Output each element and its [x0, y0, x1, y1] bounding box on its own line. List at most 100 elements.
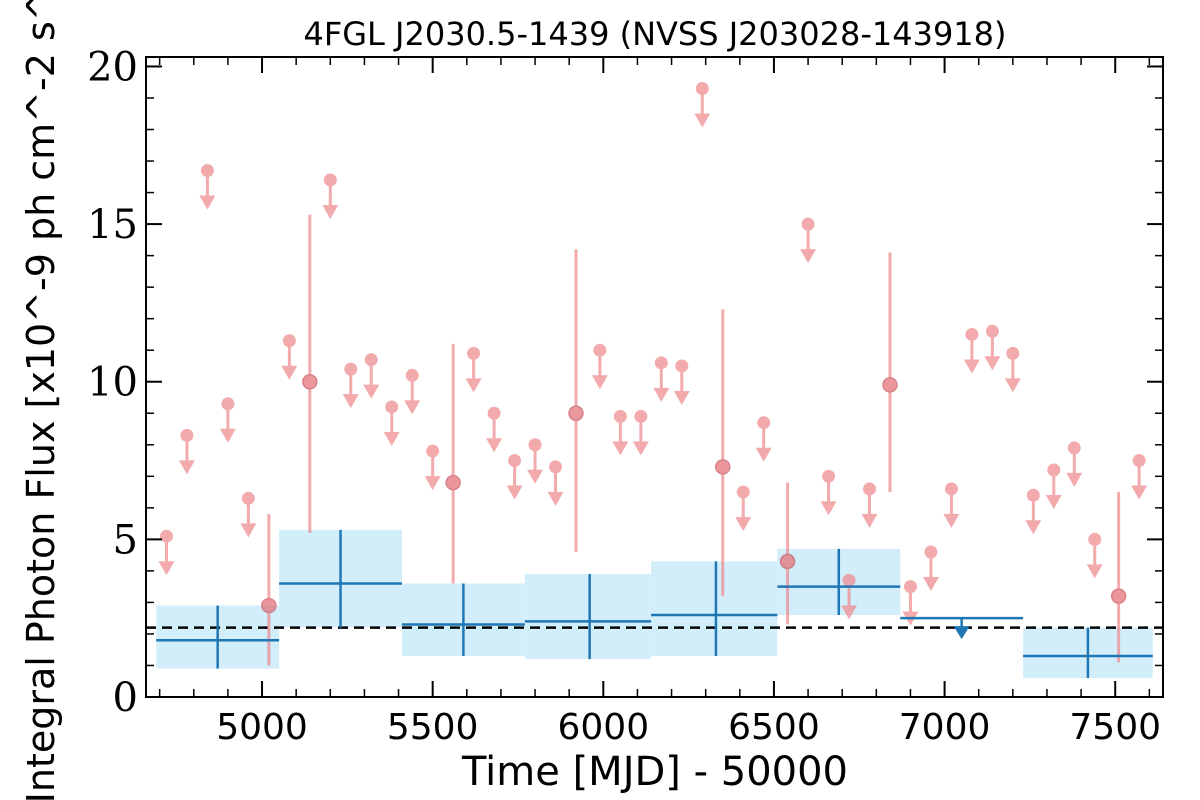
detection-marker	[569, 406, 583, 420]
upper-limit-marker	[863, 482, 876, 495]
short-bin-upper-limit-0	[158, 530, 174, 576]
upper-limit-arrowhead	[923, 577, 939, 591]
upper-limit-arrowhead	[964, 359, 980, 373]
short-bin-upper-limit-24	[756, 416, 772, 462]
upper-limit-marker	[221, 397, 234, 410]
upper-limit-arrowhead	[220, 429, 236, 443]
upper-limit-marker	[201, 164, 214, 177]
short-bin-upper-limit-20	[653, 356, 669, 402]
detection-marker	[716, 460, 730, 474]
upper-limit-arrowhead	[281, 366, 297, 380]
light-curve-chart: 4FGL J2030.5-1439 (NVSS J203028-143918) …	[0, 0, 1200, 800]
upper-limit-marker	[593, 344, 606, 357]
long-bin-limit-arrowhead	[954, 626, 970, 639]
y-tick-label: 0	[113, 675, 138, 721]
short-bin-upper-limit-2	[199, 164, 215, 210]
short-bin-upper-limit-11	[425, 445, 441, 491]
upper-limit-marker	[655, 356, 668, 369]
upper-limit-marker	[508, 454, 521, 467]
upper-limit-marker	[365, 353, 378, 366]
detection-marker	[262, 599, 276, 613]
upper-limit-marker	[180, 429, 193, 442]
short-bin-detection-2	[446, 344, 460, 584]
short-bin-upper-limit-14	[507, 454, 523, 500]
short-bin-upper-limit-33	[984, 325, 1000, 371]
upper-limit-arrowhead	[240, 523, 256, 537]
long-bin-band-4	[651, 561, 777, 656]
short-bin-upper-limit-19	[633, 410, 649, 456]
upper-limit-marker	[675, 359, 688, 372]
upper-limit-marker	[1133, 454, 1146, 467]
short-bin-upper-limit-15	[527, 438, 543, 484]
detection-marker	[303, 375, 317, 389]
short-bin-upper-limit-12	[466, 347, 482, 393]
short-bin-upper-limit-22	[694, 82, 710, 128]
x-tick-label: 5500	[387, 707, 479, 748]
detection-marker	[1112, 589, 1126, 603]
short-bin-upper-limit-30	[923, 545, 939, 591]
upper-limit-marker	[757, 416, 770, 429]
upper-limit-marker	[406, 369, 419, 382]
upper-limit-arrowhead	[1025, 520, 1041, 534]
y-tick-label: 15	[87, 202, 138, 248]
upper-limit-arrowhead	[694, 114, 710, 128]
upper-limit-marker	[385, 400, 398, 413]
upper-limit-arrowhead	[592, 375, 608, 389]
upper-limit-arrowhead	[548, 492, 564, 506]
upper-limit-arrowhead	[1131, 486, 1147, 500]
short-bin-upper-limit-7	[343, 363, 359, 409]
short-bin-upper-limit-34	[1005, 347, 1021, 393]
upper-limit-marker	[324, 173, 337, 186]
short-bin-upper-limit-4	[240, 492, 256, 538]
upper-limit-arrowhead	[612, 441, 628, 455]
short-bin-upper-limit-35	[1025, 489, 1041, 535]
short-bin-detection-4	[716, 309, 730, 596]
detection-marker	[883, 378, 897, 392]
x-tick-label: 7500	[1069, 707, 1161, 748]
upper-limit-marker	[904, 580, 917, 593]
upper-limit-marker	[426, 445, 439, 458]
short-bin-upper-limit-26	[821, 470, 837, 516]
upper-limit-arrowhead	[943, 514, 959, 528]
y-tick-label: 10	[87, 360, 138, 406]
upper-limit-arrowhead	[821, 501, 837, 515]
short-bin-detection-1	[303, 215, 317, 533]
upper-limit-arrowhead	[486, 438, 502, 452]
upper-limit-arrowhead	[1066, 473, 1082, 487]
upper-limit-marker	[283, 334, 296, 347]
x-tick-label: 7000	[899, 707, 991, 748]
upper-limit-marker	[1047, 464, 1060, 477]
short-bin-upper-limit-18	[612, 410, 628, 456]
upper-limit-marker	[634, 410, 647, 423]
x-tick-label: 6000	[557, 707, 649, 748]
upper-limit-arrowhead	[343, 394, 359, 408]
short-bin-upper-limit-37	[1066, 441, 1082, 487]
y-tick-label: 5	[113, 517, 138, 563]
x-tick-label: 5000	[216, 707, 308, 748]
upper-limit-marker	[549, 460, 562, 473]
detection-marker	[446, 476, 460, 490]
upper-limit-marker	[696, 82, 709, 95]
upper-limit-arrowhead	[507, 486, 523, 500]
short-bin-upper-limit-21	[674, 359, 690, 405]
short-bin-upper-limit-25	[800, 218, 816, 264]
upper-limit-marker	[1006, 347, 1019, 360]
short-bin-upper-limit-1	[179, 429, 195, 475]
upper-limit-marker	[529, 438, 542, 451]
upper-limit-marker	[1068, 441, 1081, 454]
upper-limit-marker	[965, 328, 978, 341]
short-bin-upper-limit-9	[384, 400, 400, 446]
upper-limit-marker	[986, 325, 999, 338]
short-bin-upper-limit-28	[862, 482, 878, 528]
upper-limit-marker	[242, 492, 255, 505]
short-bin-upper-limit-6	[322, 173, 338, 219]
upper-limit-marker	[802, 218, 815, 231]
upper-limit-arrowhead	[363, 385, 379, 399]
upper-limit-arrowhead	[735, 517, 751, 531]
upper-limit-arrowhead	[1046, 495, 1062, 509]
upper-limit-marker	[737, 486, 750, 499]
long-bin-band-3	[525, 574, 651, 659]
upper-limit-arrowhead	[756, 448, 772, 462]
upper-limit-arrowhead	[1087, 564, 1103, 578]
upper-limit-marker	[467, 347, 480, 360]
